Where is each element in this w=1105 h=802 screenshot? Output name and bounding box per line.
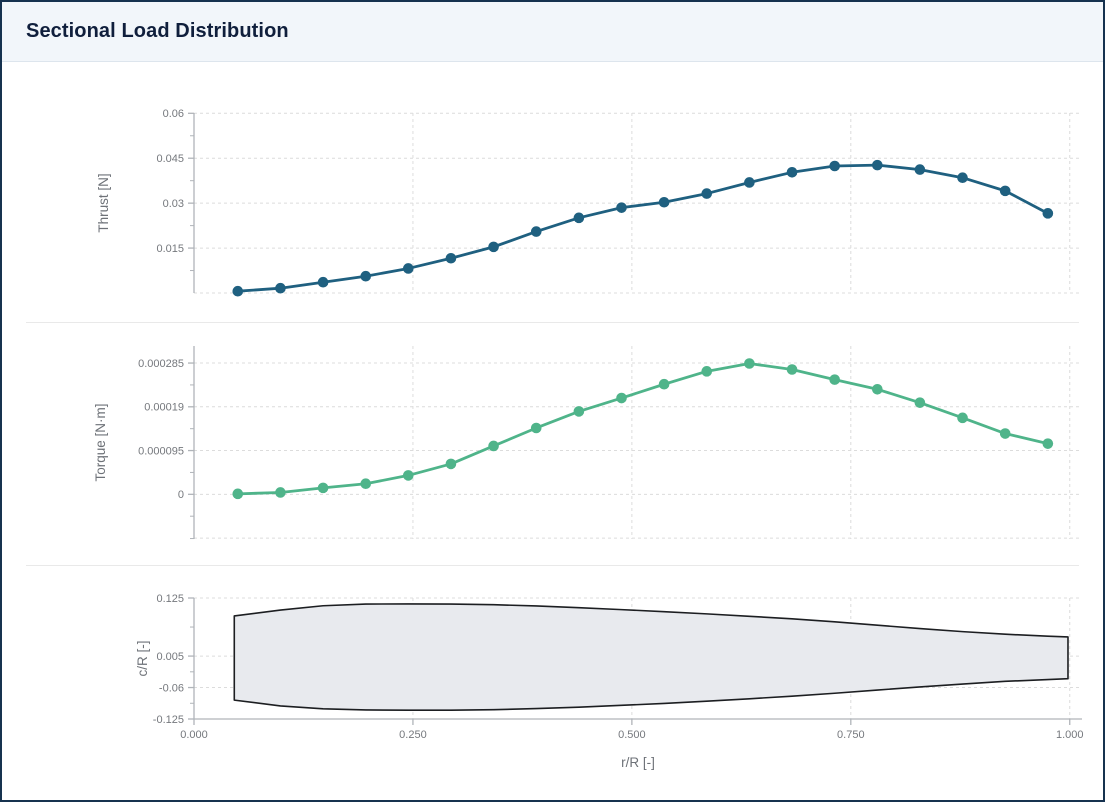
torque-marker: [275, 487, 286, 498]
torque-marker: [999, 428, 1011, 439]
y-tick-label: 0.000095: [138, 445, 184, 457]
y-tick-label: 0.00019: [144, 402, 184, 414]
torque-marker: [232, 488, 244, 500]
thrust-marker: [658, 196, 670, 208]
thrust-marker: [786, 167, 798, 178]
y-tick-label: -0.125: [153, 714, 184, 726]
separator-inset: [2, 565, 26, 566]
thrust-marker: [616, 202, 627, 213]
torque-marker: [1042, 438, 1054, 449]
x-axis-title: r/R [-]: [621, 755, 655, 770]
thrust-marker: [1042, 208, 1054, 219]
thrust-marker: [744, 177, 755, 188]
torque-marker: [402, 470, 414, 481]
thrust-marker: [829, 160, 840, 172]
torque-marker: [872, 383, 883, 395]
thrust-chart: 0.015 0.03 0.045 0.06 Thrust [N]: [96, 108, 1082, 297]
thrust-marker: [999, 185, 1011, 197]
thrust-marker: [957, 172, 968, 183]
x-tick-label: 0.250: [399, 729, 427, 741]
thrust-marker: [275, 282, 286, 294]
thrust-line: [237, 163, 1049, 293]
blade-planform-section: 0.125 0.005 -0.06 -0.125 c/R [-] 0.000 0.250 0.…: [2, 565, 1103, 799]
x-tick-label: 0.000: [180, 729, 208, 741]
thrust-marker: [488, 241, 499, 253]
x-tick-label: 0.750: [837, 729, 865, 741]
y-tick-label: 0.045: [156, 153, 184, 165]
torque-line: [237, 362, 1049, 496]
x-tick-label: 0.500: [618, 729, 646, 741]
thrust-marker: [914, 164, 926, 175]
thrust-chart-section: 0.015 0.03 0.045 0.06 Thrust [N]: [2, 62, 1103, 322]
blade-outline: [233, 603, 1069, 711]
separator-inset: [1079, 565, 1103, 566]
panel-header: Sectional Load Distribution: [2, 2, 1103, 62]
y-tick-label: 0.03: [163, 198, 184, 210]
separator-inset: [2, 322, 26, 323]
panel-title: Sectional Load Distribution: [26, 20, 289, 42]
y-tick-label: -0.06: [159, 682, 184, 694]
y-tick-label: 0.06: [163, 108, 184, 120]
thrust-marker: [402, 263, 414, 274]
thrust-marker: [445, 252, 457, 264]
y-tick-label: 0.005: [156, 651, 184, 663]
torque-marker: [701, 366, 713, 377]
thrust-marker: [530, 226, 542, 237]
torque-marker: [957, 412, 968, 424]
thrust-marker: [317, 276, 329, 288]
y-axis-title: c/R [-]: [135, 641, 150, 677]
thrust-marker: [360, 270, 372, 282]
y-tick-label: 0: [178, 489, 184, 501]
y-tick-label: 0.015: [156, 243, 184, 255]
thrust-marker: [232, 285, 244, 297]
torque-marker: [445, 458, 457, 470]
torque-marker: [786, 364, 798, 375]
separator-inset: [1079, 322, 1103, 323]
y-tick-label: 0.125: [156, 593, 184, 605]
y-axis-title: Torque [N·m]: [93, 403, 108, 481]
torque-marker: [658, 378, 670, 390]
thrust-marker: [701, 188, 713, 199]
torque-marker: [914, 397, 926, 408]
torque-marker: [829, 374, 840, 385]
thrust-marker: [573, 212, 585, 224]
torque-marker: [488, 440, 499, 452]
y-tick-label: 0.000285: [138, 358, 184, 370]
torque-chart-section: 0 0.000095 0.00019 0.000285 Torque [N·m]: [2, 322, 1103, 565]
torque-marker: [317, 482, 329, 494]
x-tick-label: 1.000: [1056, 729, 1084, 741]
torque-marker: [360, 478, 372, 490]
torque-marker: [573, 406, 585, 417]
torque-marker: [616, 392, 627, 404]
torque-marker: [744, 358, 755, 369]
y-axis-title: Thrust [N]: [96, 173, 111, 232]
blade-planform-chart: 0.125 0.005 -0.06 -0.125 c/R [-] 0.000 0.250 0.…: [135, 593, 1084, 770]
torque-chart: 0 0.000095 0.00019 0.000285 Torque [N·m]: [93, 346, 1082, 540]
thrust-marker: [872, 159, 883, 171]
torque-marker: [530, 422, 542, 434]
